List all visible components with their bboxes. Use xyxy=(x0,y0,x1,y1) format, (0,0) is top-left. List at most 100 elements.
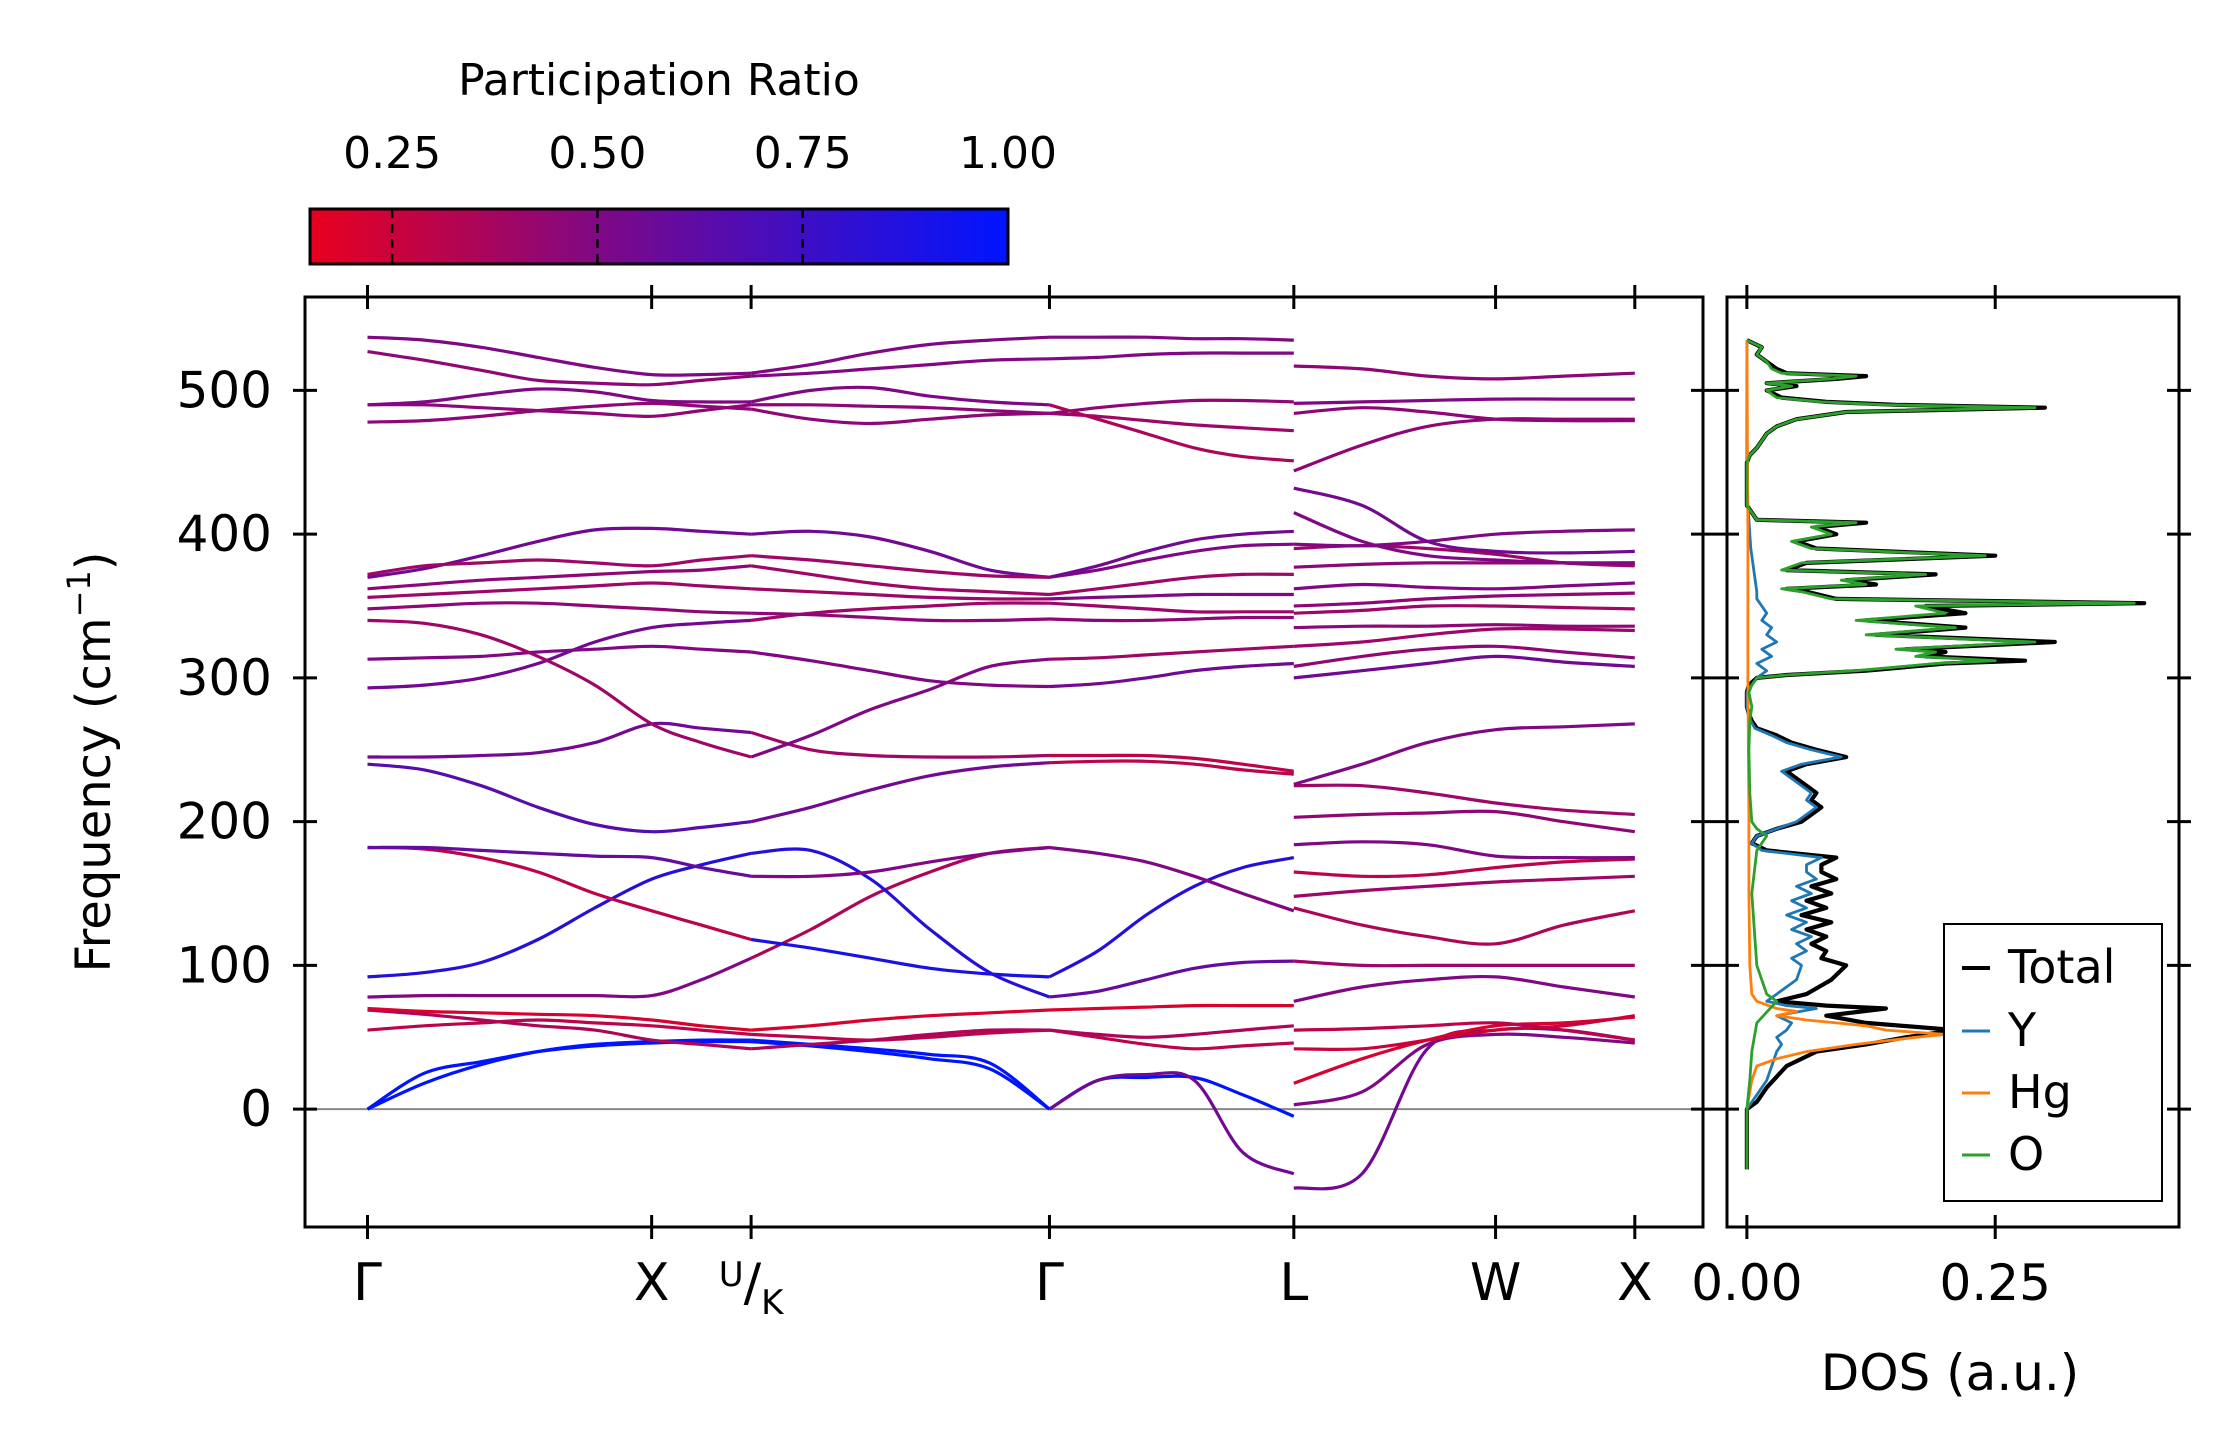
phonon-band xyxy=(750,650,1050,689)
phonon-band xyxy=(1049,572,1294,597)
phonon-band xyxy=(1049,845,1295,913)
y-tick-labels: 0 100 200 300 400 500 xyxy=(177,361,272,1138)
phonon-band xyxy=(751,845,1050,879)
phonon-band xyxy=(1293,397,1635,405)
phonon-band xyxy=(1049,403,1294,463)
phonon-band xyxy=(367,1018,752,1036)
phonon-band xyxy=(1293,1032,1635,1107)
dos-x-tick-label: 0.25 xyxy=(1940,1254,2051,1312)
phonon-band xyxy=(1293,591,1635,608)
phonon-band xyxy=(1293,626,1635,648)
legend-label-total: Total xyxy=(2007,940,2115,994)
y-tick-label: 200 xyxy=(177,793,272,851)
k-label-x: X xyxy=(1617,1253,1653,1313)
phonon-band xyxy=(367,644,752,661)
dos-axis-ticks xyxy=(1715,285,2191,1239)
phonon-band xyxy=(751,357,1050,378)
phonon-band xyxy=(367,350,752,387)
phonon-band xyxy=(750,657,1050,759)
phonon-band xyxy=(1293,906,1636,946)
band-structure-panel: 0 100 200 300 400 500 Frequency (cm−1) Γ… xyxy=(60,285,1715,1323)
phonon-band xyxy=(1293,959,1635,968)
phonon-band xyxy=(750,761,1050,824)
phonon-band xyxy=(1293,974,1636,1003)
phonon-band xyxy=(367,956,752,999)
colorbar-tick-labels: 0.25 0.50 0.75 1.00 xyxy=(343,128,1057,179)
phonon-band xyxy=(750,1038,1051,1111)
phonon-band xyxy=(1293,623,1635,630)
phonon-band xyxy=(1049,661,1294,689)
legend-label-hg: Hg xyxy=(2008,1065,2072,1119)
phonon-band xyxy=(1049,1028,1294,1051)
k-label-gamma: Γ xyxy=(353,1253,382,1313)
phonon-band xyxy=(750,407,1050,426)
phonon-band xyxy=(1293,809,1636,834)
phonon-band xyxy=(1049,592,1294,601)
phonon-band xyxy=(367,845,752,942)
phonon-band xyxy=(750,335,1050,375)
phonon-band xyxy=(1049,1024,1294,1039)
phonon-band xyxy=(750,730,1050,759)
phonon-band xyxy=(367,1006,752,1032)
phonon-band xyxy=(750,847,1051,999)
phonon-band xyxy=(367,618,752,690)
k-label-x: X xyxy=(634,1253,670,1313)
dos-curves xyxy=(1744,338,2147,1170)
phonon-band xyxy=(367,401,752,424)
phonon-band xyxy=(1293,417,1635,473)
k-label-gamma: Γ xyxy=(1035,1253,1064,1313)
phonon-band xyxy=(1049,644,1294,661)
phonon-band xyxy=(367,1008,752,1051)
phonon-band xyxy=(750,564,1050,597)
phonon-band xyxy=(1048,1074,1295,1118)
colorbar-gradient xyxy=(308,207,1010,266)
phonon-band xyxy=(751,1028,1050,1042)
phonon-band xyxy=(1293,1021,1636,1042)
band-axis-ticks xyxy=(293,285,1715,1239)
colorbar-tick-label: 0.75 xyxy=(754,128,852,179)
dos-legend: Total Y Hg O xyxy=(1943,923,2163,1202)
dos-panel: 0.00 0.25 DOS (a.u.) Total Y Hg O xyxy=(1691,285,2191,1402)
phonon-band xyxy=(750,554,1050,579)
phonon-band xyxy=(750,1008,1050,1032)
dos-x-axis-label: DOS (a.u.) xyxy=(1821,1344,2080,1402)
y-tick-label: 100 xyxy=(177,936,272,994)
phonon-band xyxy=(1293,1014,1636,1052)
k-path-labels: Γ X U/K Γ L W X xyxy=(353,1253,1653,1323)
colorbar-tick-marks xyxy=(390,209,804,264)
phonon-band xyxy=(751,529,1050,579)
phonon-band xyxy=(1293,486,1635,555)
phonon-band xyxy=(1293,528,1635,548)
k-label-u-k: U/K xyxy=(719,1253,785,1323)
phonon-band xyxy=(367,762,752,834)
phonon-band xyxy=(1293,857,1635,879)
phonon-band xyxy=(1049,529,1294,579)
phonon-band xyxy=(1293,364,1635,381)
phonon-band xyxy=(366,1039,752,1111)
phonon-band xyxy=(1049,759,1294,776)
dos-curve-hg xyxy=(1745,340,1947,1170)
phonon-band xyxy=(1049,959,1294,999)
phonon-band xyxy=(1293,874,1635,898)
phonon-band xyxy=(1293,581,1635,591)
phonon-band xyxy=(367,526,752,579)
phonon-band xyxy=(750,385,1050,407)
phonon-band xyxy=(1049,753,1295,773)
phonon-band xyxy=(367,554,752,576)
phonon-band xyxy=(1049,335,1294,342)
phonon-bands xyxy=(366,335,1636,1191)
phonon-band xyxy=(367,402,752,418)
legend-items: Total Y Hg O xyxy=(1962,940,2115,1181)
dos-x-tick-label: 0.00 xyxy=(1691,1254,1802,1312)
band-plot-frame xyxy=(303,295,1705,1229)
colorbar: Participation Ratio 0.25 0.50 0.75 1.00 xyxy=(308,55,1057,266)
y-tick-label: 500 xyxy=(177,361,272,419)
dos-curve-y xyxy=(1745,340,1843,1170)
phonon-band xyxy=(367,387,752,407)
phonon-band xyxy=(750,937,1050,979)
phonon-band xyxy=(1049,542,1294,579)
colorbar-tick-label: 0.50 xyxy=(548,128,646,179)
phonon-band xyxy=(367,564,752,591)
phonon-band xyxy=(367,845,752,878)
